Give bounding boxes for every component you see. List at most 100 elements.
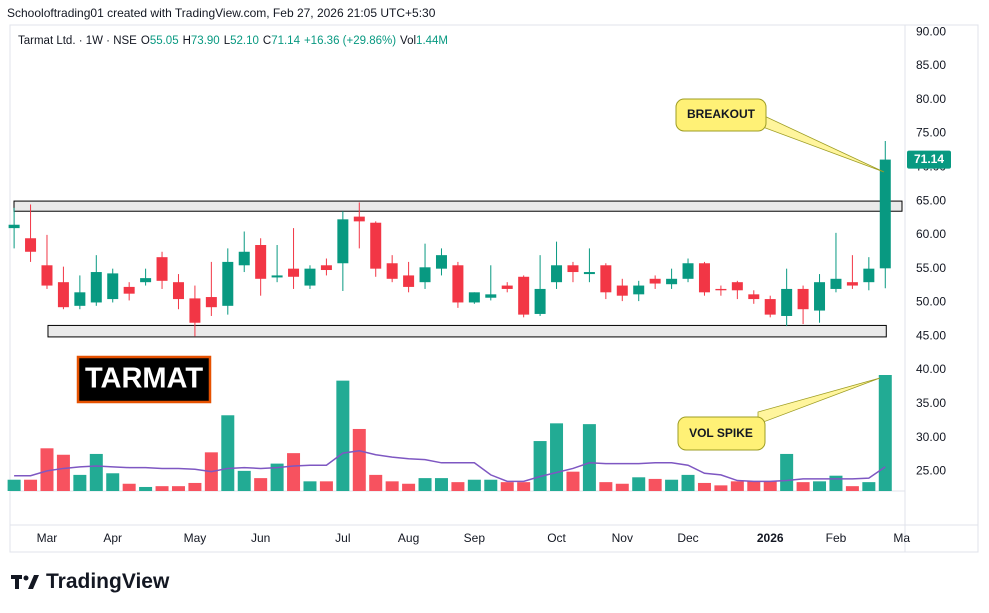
candle-body <box>863 268 875 283</box>
volume-bar <box>730 481 744 491</box>
legend-field: O55.05 <box>141 35 179 47</box>
candle-body <box>583 272 595 275</box>
x-tick-label: Jul <box>335 531 350 545</box>
legend-value: 55.05 <box>149 35 179 47</box>
volume-ma-line <box>14 449 886 483</box>
candle-body <box>698 263 710 293</box>
candle-body <box>633 285 645 295</box>
volume-bar <box>270 463 284 491</box>
candle-body <box>90 272 102 303</box>
volume-bar <box>418 478 432 491</box>
zone <box>47 324 887 338</box>
volume-bar <box>237 470 251 491</box>
legend-title: Tarmat Ltd. · 1W · NSE <box>18 35 137 47</box>
y-tick-label: 80.00 <box>916 92 946 106</box>
volume-bar <box>171 486 185 491</box>
logo-icon <box>11 575 39 589</box>
y-tick-label: 75.00 <box>916 126 946 140</box>
y-tick-label: 55.00 <box>916 261 946 275</box>
candle-body <box>353 216 365 222</box>
x-tick-label: May <box>184 531 207 545</box>
volume-bar <box>73 474 87 491</box>
legend-key: C <box>262 35 272 47</box>
candle-body <box>501 285 513 289</box>
candle-body <box>748 294 760 300</box>
candle-body <box>567 265 579 273</box>
candle-body <box>25 238 37 252</box>
volume-bar <box>303 481 317 491</box>
legend-key: L <box>223 35 231 47</box>
legend-field: L52.10 <box>224 35 259 47</box>
symbol-label: TARMAT <box>85 363 203 395</box>
y-tick-label: 85.00 <box>916 58 946 72</box>
candle-body <box>814 282 826 311</box>
volume-bar <box>467 479 481 491</box>
legend-key: O <box>140 35 150 47</box>
legend-change: +16.36 (+29.86%) <box>303 35 397 47</box>
volume-bar <box>188 482 202 491</box>
candle-body <box>403 275 415 287</box>
legend-field: Vol1.44M <box>400 35 448 47</box>
legend-key: Vol <box>400 35 417 47</box>
volume-bar <box>517 482 531 491</box>
x-tick-label: Jun <box>251 531 270 545</box>
candle-body <box>518 276 530 315</box>
volume-bar <box>566 471 580 491</box>
candle-body <box>666 278 678 285</box>
candle-body <box>551 265 563 283</box>
x-tick-label: Dec <box>677 531 698 545</box>
volume-bar <box>665 479 679 491</box>
candle-body <box>419 267 431 283</box>
legend: Tarmat Ltd. · 1W · NSE O55.05 H73.90 L52.1… <box>18 35 448 47</box>
volume-bar <box>369 474 383 491</box>
legend-value: 1.44M <box>416 35 449 47</box>
annotation: BREAKOUT <box>687 107 756 121</box>
volume-bar <box>763 481 777 491</box>
candle-body <box>123 286 135 294</box>
volume-bar <box>878 375 892 491</box>
candle-body <box>337 219 349 264</box>
legend-value: 71.14 <box>271 35 300 47</box>
volume-bar <box>56 454 70 491</box>
legend-field: H73.90 <box>183 35 220 47</box>
candle-body <box>764 299 776 315</box>
volume-bar <box>632 477 646 491</box>
candle-body <box>288 268 300 277</box>
volume-bar <box>845 486 859 491</box>
volume-bar <box>254 478 268 491</box>
header: Schooloftrading01 created with TradingVi… <box>7 6 436 20</box>
x-tick-label: Sep <box>464 531 486 545</box>
x-tick-label: 2026 <box>757 531 784 545</box>
volume-bar <box>24 479 38 491</box>
candle-body <box>386 263 398 279</box>
volume-bar <box>681 474 695 491</box>
callout-box <box>677 416 766 451</box>
volume-bar <box>550 423 564 491</box>
candle-body <box>156 257 168 281</box>
y-tick-label: 90.00 <box>916 24 946 38</box>
candle-body <box>830 278 842 289</box>
candle-body <box>534 288 546 314</box>
x-tick-label: Mar <box>37 531 58 545</box>
volume-bar <box>7 479 21 491</box>
volume-bar <box>796 482 810 491</box>
legend-key: H <box>182 35 191 47</box>
candle-body <box>255 245 267 279</box>
candle-body <box>238 251 250 266</box>
candle-body <box>107 273 119 300</box>
volume-bar <box>89 453 103 491</box>
legend-value: 73.90 <box>190 35 220 47</box>
x-tick-label: Oct <box>547 531 566 545</box>
candle-body <box>649 278 661 284</box>
candle-body <box>600 265 612 293</box>
candle-body <box>452 265 464 303</box>
candle-body <box>485 294 497 298</box>
candle-body <box>370 222 382 269</box>
branding: TradingView <box>46 570 170 593</box>
volume-bar <box>829 475 843 491</box>
candle-body <box>172 282 184 300</box>
candle-body <box>189 298 201 323</box>
y-tick-label: 50.00 <box>916 295 946 309</box>
volume-bar <box>714 485 728 491</box>
